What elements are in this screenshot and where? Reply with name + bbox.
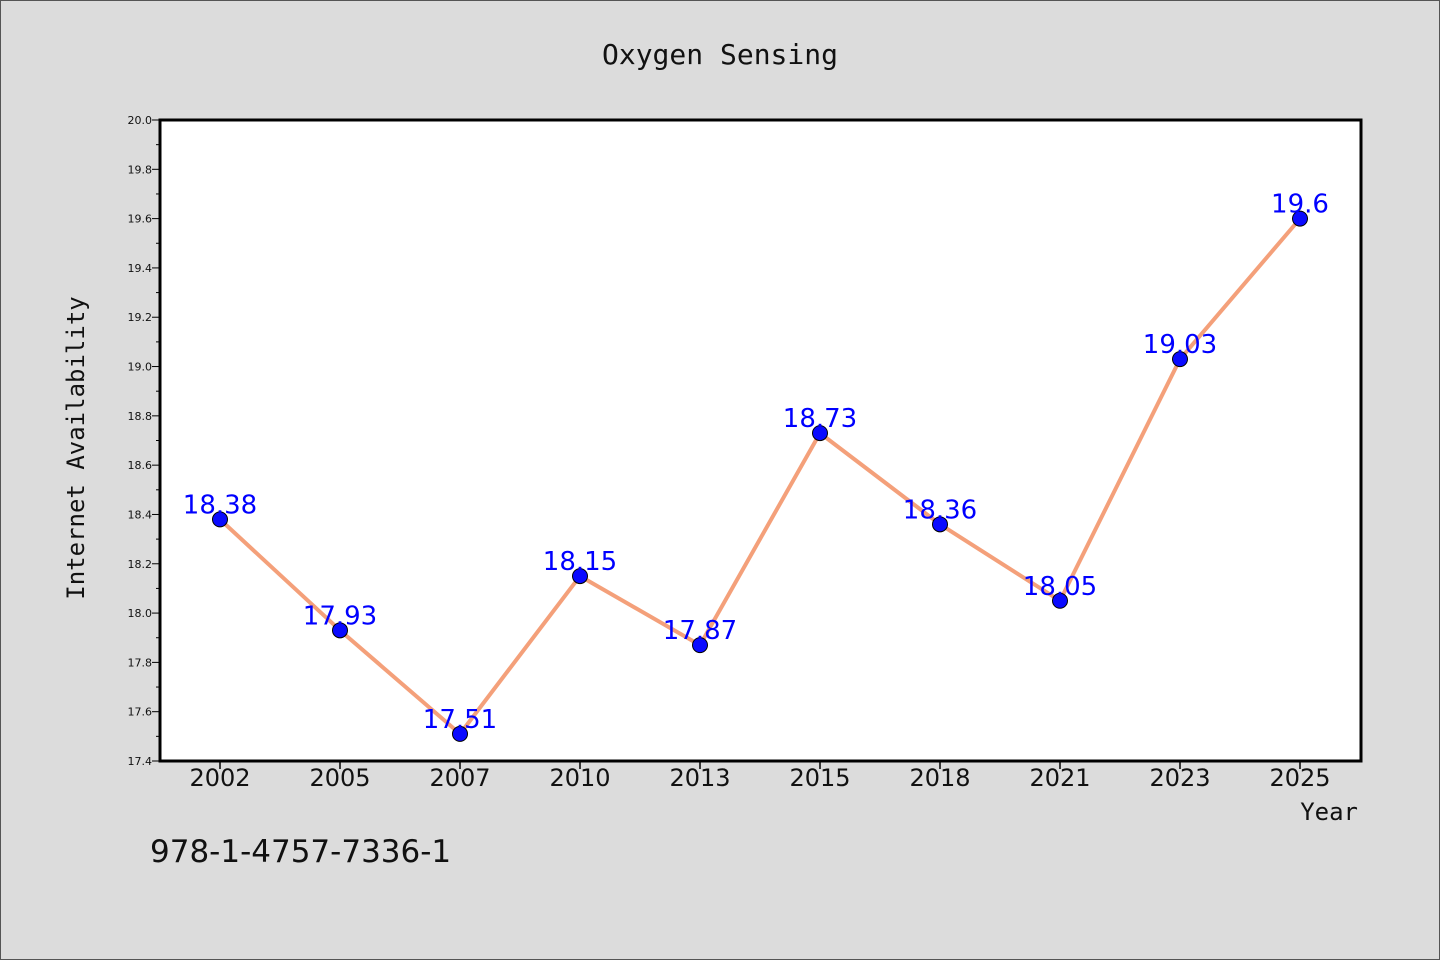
data-point (692, 637, 708, 654)
y-tick-label: 18.8 (128, 410, 153, 423)
y-tick-label: 17.8 (128, 656, 153, 669)
data-label: 19.6 (1271, 190, 1329, 220)
y-tick-label: 18.2 (128, 558, 153, 571)
y-axis-label: Internet Availability (62, 296, 90, 599)
x-tick-label: 2015 (789, 764, 850, 792)
data-point (212, 511, 228, 528)
data-label: 19.03 (1143, 330, 1217, 360)
x-tick-label: 2025 (1269, 764, 1330, 792)
data-label: 18.05 (1023, 572, 1097, 602)
data-label: 17.93 (303, 601, 377, 631)
chart-title: Oxygen Sensing (602, 38, 838, 71)
y-tick-label: 19.2 (128, 311, 153, 324)
y-tick-label: 18.0 (128, 607, 153, 620)
x-tick-label: 2013 (669, 764, 730, 792)
x-tick-label: 2021 (1029, 764, 1090, 792)
x-tick-label: 2010 (549, 764, 610, 792)
data-label: 18.73 (783, 404, 857, 434)
x-axis-label: Year (1300, 798, 1358, 826)
y-tick-label: 19.6 (128, 213, 153, 226)
y-tick-label: 19.8 (128, 163, 153, 176)
y-tick-label: 17.4 (128, 755, 153, 768)
plot-area (158, 118, 1363, 763)
data-point (1172, 351, 1188, 368)
data-label: 18.36 (903, 495, 977, 525)
data-point (812, 425, 828, 442)
data-point (932, 516, 948, 533)
data-label: 17.87 (663, 616, 737, 646)
x-tick-label: 2023 (1149, 764, 1210, 792)
y-tick-label: 20.0 (128, 114, 153, 127)
x-tick-label: 2002 (189, 764, 250, 792)
data-point (572, 568, 588, 585)
series-layer (212, 210, 1308, 742)
x-tick-label: 2007 (429, 764, 490, 792)
data-label-layer: 18.38 17.93 17.51 18.15 17.87 18.73 18.36 18.05… (183, 190, 1329, 735)
series-line (218, 217, 1302, 736)
data-label: 18.15 (543, 547, 617, 577)
y-tick-label: 19.4 (128, 262, 153, 275)
data-point (452, 725, 468, 742)
y-axis: 17.4 17.6 17.8 18.0 18.2 18.4 18.6 18.8 19.0 19.2… (128, 114, 160, 768)
data-point (1052, 592, 1068, 609)
footer-code: 978-1-4757-7336-1 (150, 834, 452, 870)
data-label: 17.51 (423, 705, 497, 735)
y-tick-label: 18.4 (128, 508, 153, 521)
data-label: 18.38 (183, 490, 257, 520)
y-tick-label: 19.0 (128, 361, 153, 374)
x-tick-label: 2005 (309, 764, 370, 792)
data-point (332, 622, 348, 639)
data-point (1292, 210, 1308, 227)
y-tick-label: 17.6 (128, 706, 153, 719)
x-tick-label: 2018 (909, 764, 970, 792)
x-axis: 2002 2005 2007 2010 2013 2015 2018 2021 2023 2025 (189, 761, 1331, 792)
y-tick-label: 18.6 (128, 459, 153, 472)
